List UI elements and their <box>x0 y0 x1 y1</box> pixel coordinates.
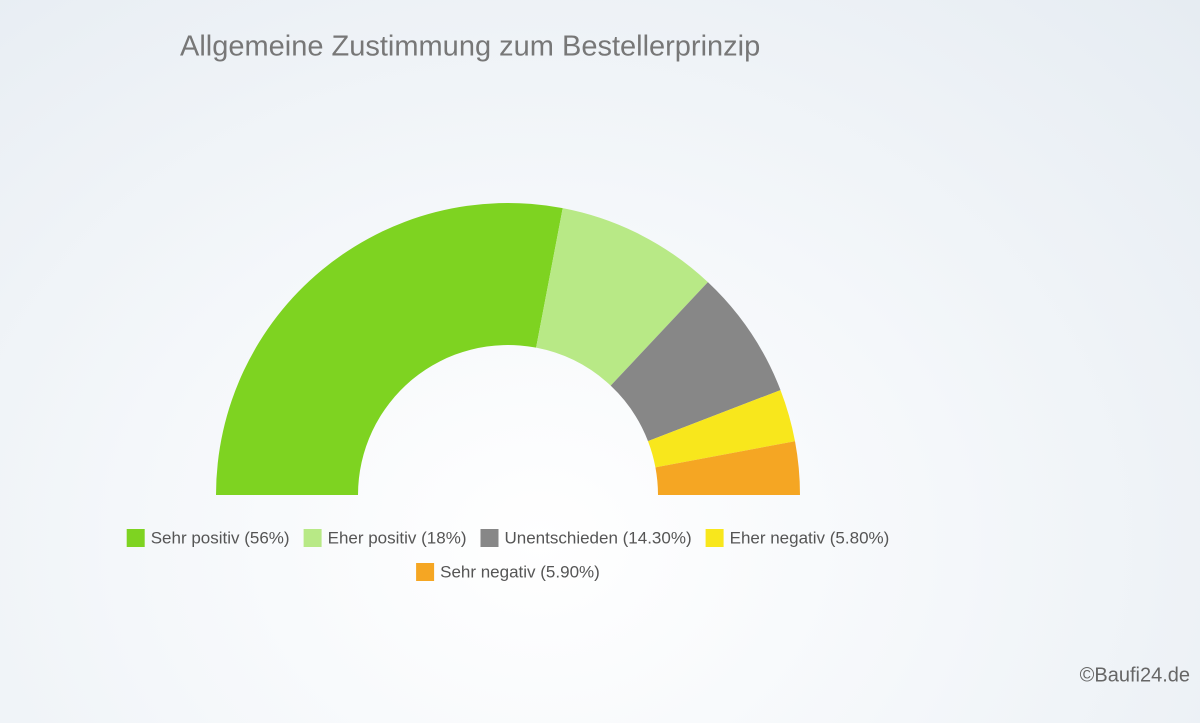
slice <box>647 390 795 468</box>
legend-item: Eher positiv (18%) <box>303 528 467 547</box>
legend-label: Sehr negativ (5.90%) <box>440 562 600 581</box>
legend-label: Eher positiv (18%) <box>328 528 467 547</box>
slice <box>216 202 563 495</box>
legend-swatch <box>126 529 145 547</box>
legend-item: Sehr positiv (56%) <box>126 528 290 547</box>
legend-label: Eher negativ (5.80%) <box>730 528 890 547</box>
legend-item: Sehr negativ (5.90%) <box>416 562 600 581</box>
legend-item: Eher negativ (5.80%) <box>705 528 890 547</box>
credit: ©Baufi24.de <box>1080 664 1190 686</box>
legend-label: Sehr positiv (56%) <box>151 528 290 547</box>
legend-swatch <box>303 529 322 547</box>
slice <box>536 208 708 386</box>
slice <box>610 282 781 442</box>
legend-item: Unentschieden (14.30%) <box>480 528 692 547</box>
slice <box>655 441 800 495</box>
legend-swatch <box>416 563 435 581</box>
legend-swatch <box>705 529 724 547</box>
legend-swatch <box>480 529 499 547</box>
legend-label: Unentschieden (14.30%) <box>505 528 692 547</box>
chart-title: Allgemeine Zustimmung zum Bestellerprinz… <box>180 31 760 63</box>
